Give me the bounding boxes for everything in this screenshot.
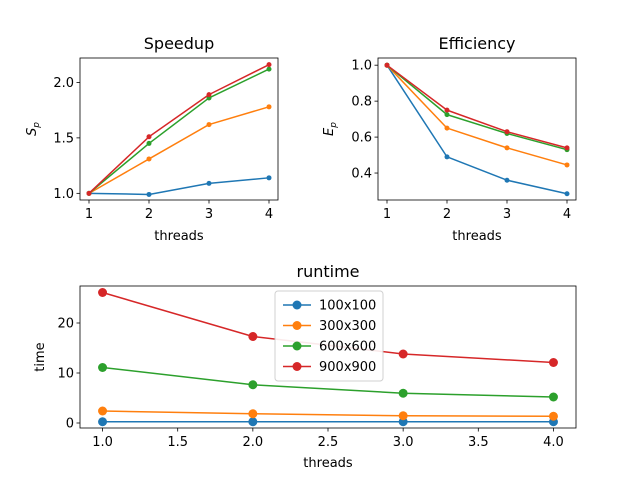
runtime-x-tick-label: 3.5 xyxy=(468,435,489,450)
runtime-series-line-300x300 xyxy=(102,410,554,417)
efficiency-series-line-900x900 xyxy=(386,64,568,149)
efficiency-y-axis-label-subscript: p xyxy=(329,122,339,129)
efficiency-data-point-900x900 xyxy=(444,107,450,113)
runtime-x-tick-label: 1.0 xyxy=(92,435,113,450)
speedup-x-tick-label: 3 xyxy=(205,207,213,222)
efficiency-x-tick-label: 1 xyxy=(383,207,391,222)
speedup-data-point-300x300 xyxy=(266,104,272,110)
efficiency-x-axis-label: threads xyxy=(452,229,502,244)
efficiency-y-tick-label: 1.0 xyxy=(351,59,372,74)
runtime-y-tick-label: 20 xyxy=(57,317,74,332)
efficiency-data-point-300x300 xyxy=(504,145,510,151)
legend-swatch-marker-900x900 xyxy=(292,362,302,371)
legend-entry-300x300: 300x300 xyxy=(319,319,376,334)
legend-swatch-marker-600x600 xyxy=(292,341,302,351)
legend-swatch-marker-300x300 xyxy=(292,321,302,330)
efficiency-y-tick-label: 0.8 xyxy=(351,95,372,110)
legend-entry-600x600: 600x600 xyxy=(319,340,376,355)
runtime-data-point-600x600 xyxy=(248,380,258,390)
runtime-data-point-900x900 xyxy=(248,332,258,341)
efficiency-data-point-600x600 xyxy=(444,112,450,118)
speedup-data-point-900x900 xyxy=(266,62,272,68)
efficiency-x-tick-label: 3 xyxy=(503,207,511,222)
runtime-x-tick-label: 3.0 xyxy=(393,435,414,450)
speedup-y-tick-label: 2.0 xyxy=(53,76,74,91)
runtime-data-point-600x600 xyxy=(548,392,558,402)
efficiency-series-line-600x600 xyxy=(386,64,568,151)
speedup-data-point-300x300 xyxy=(206,122,212,128)
speedup-data-point-900x900 xyxy=(206,92,212,98)
runtime-x-tick-label: 1.5 xyxy=(167,435,188,450)
speedup-data-point-300x300 xyxy=(146,156,152,162)
runtime-y-axis-label: time xyxy=(33,342,48,371)
speedup-data-point-600x600 xyxy=(266,66,272,72)
efficiency-series-line-300x300 xyxy=(386,64,568,166)
efficiency-data-point-900x900 xyxy=(564,145,570,151)
runtime-data-point-900x900 xyxy=(548,358,558,367)
speedup-series-line-900x900 xyxy=(88,63,270,194)
legend-swatch-marker-100x100 xyxy=(292,300,302,310)
runtime-data-point-300x300 xyxy=(98,406,108,416)
runtime-data-point-600x600 xyxy=(98,363,108,372)
runtime-x-axis-label: threads xyxy=(303,456,353,471)
speedup-series-line-300x300 xyxy=(88,106,270,194)
runtime-series-line-600x600 xyxy=(102,366,554,398)
efficiency-data-point-100x100 xyxy=(444,154,450,160)
runtime-y-tick-label: 0 xyxy=(66,417,74,432)
speedup-data-point-600x600 xyxy=(146,140,152,146)
runtime-data-point-100x100 xyxy=(248,417,258,427)
runtime-data-point-300x300 xyxy=(548,411,558,421)
runtime-data-point-600x600 xyxy=(398,388,408,398)
runtime-legend: 100x100 300x300 600x600 900x900 xyxy=(274,290,384,382)
speedup-series-line-100x100 xyxy=(88,177,270,196)
efficiency-title: Efficiency xyxy=(438,34,515,53)
speedup-data-point-100x100 xyxy=(146,191,152,197)
efficiency-x-tick-label: 4 xyxy=(563,207,571,222)
efficiency-data-point-300x300 xyxy=(564,162,570,168)
speedup-data-point-900x900 xyxy=(146,134,152,140)
runtime-x-tick-label: 2.5 xyxy=(318,435,339,450)
speedup-series-line-600x600 xyxy=(88,68,270,194)
runtime-data-point-900x900 xyxy=(98,288,108,297)
speedup-data-point-100x100 xyxy=(266,175,272,181)
runtime-data-point-300x300 xyxy=(398,411,408,421)
legend-box xyxy=(274,290,384,382)
legend-entry-900x900: 900x900 xyxy=(319,360,376,375)
speedup-x-tick-label: 1 xyxy=(85,207,93,222)
speedup-y-tick-label: 1.0 xyxy=(53,187,74,202)
efficiency-y-tick-label: 0.6 xyxy=(351,131,372,146)
runtime-data-point-300x300 xyxy=(248,409,258,419)
runtime-chart: runtime 1.0 1.5 2.0 2.5 3.0 3.5 4.0 0 10 20 thre… xyxy=(33,262,577,471)
efficiency-series-line-100x100 xyxy=(386,64,568,195)
speedup-x-tick-label: 4 xyxy=(265,207,273,222)
efficiency-data-point-900x900 xyxy=(504,129,510,135)
efficiency-axes-frame xyxy=(377,57,577,201)
speedup-x-axis-label: threads xyxy=(154,229,204,244)
efficiency-data-point-300x300 xyxy=(444,125,450,131)
runtime-data-point-900x900 xyxy=(398,349,408,359)
efficiency-data-point-900x900 xyxy=(384,62,390,68)
speedup-title: Speedup xyxy=(144,34,214,53)
legend-entry-100x100: 100x100 xyxy=(319,299,376,314)
speedup-y-axis-label-subscript: p xyxy=(32,122,42,129)
runtime-x-tick-label: 2.0 xyxy=(243,435,264,450)
runtime-title: runtime xyxy=(296,262,359,281)
speedup-data-point-100x100 xyxy=(206,180,212,186)
runtime-data-point-100x100 xyxy=(98,417,108,427)
speedup-axes-frame xyxy=(79,57,279,201)
efficiency-y-tick-label: 0.4 xyxy=(351,167,372,182)
efficiency-data-point-100x100 xyxy=(564,191,570,197)
efficiency-data-point-100x100 xyxy=(504,177,510,183)
runtime-y-tick-label: 10 xyxy=(57,367,74,382)
efficiency-x-tick-label: 2 xyxy=(443,207,451,222)
runtime-x-tick-label: 4.0 xyxy=(543,435,564,450)
speedup-y-tick-label: 1.5 xyxy=(53,131,74,146)
speedup-data-point-900x900 xyxy=(86,190,92,196)
speedup-x-tick-label: 2 xyxy=(145,207,153,222)
